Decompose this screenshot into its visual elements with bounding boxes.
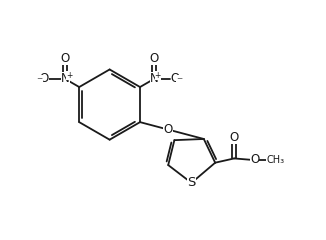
Text: N: N — [61, 72, 70, 85]
Text: O: O — [163, 123, 173, 136]
Text: ⁻: ⁻ — [176, 75, 183, 88]
Text: +: + — [66, 71, 72, 80]
Text: O: O — [61, 52, 70, 65]
Text: O: O — [39, 72, 49, 85]
Text: O: O — [149, 52, 159, 65]
Text: O: O — [230, 131, 239, 144]
Text: +: + — [155, 71, 161, 80]
Text: N: N — [150, 72, 158, 85]
Text: O: O — [171, 72, 180, 85]
Text: ⁻: ⁻ — [37, 75, 43, 88]
Text: CH₃: CH₃ — [266, 155, 285, 165]
Text: S: S — [187, 176, 196, 189]
Text: O: O — [250, 153, 259, 166]
